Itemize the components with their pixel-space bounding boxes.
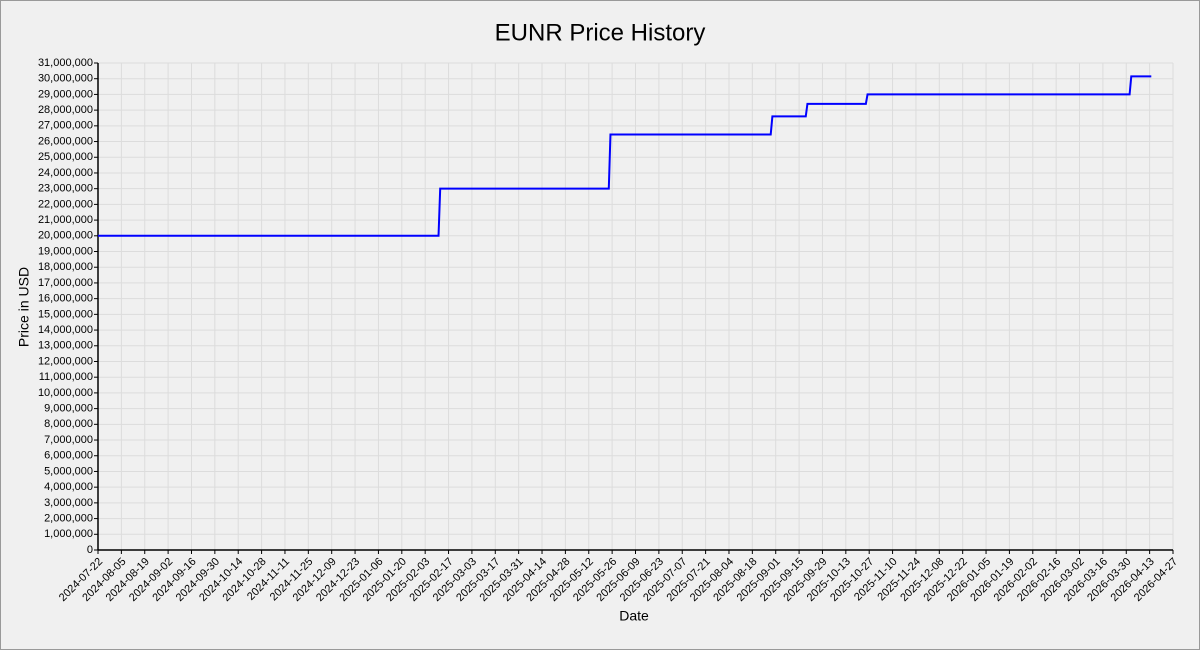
x-axis-label: Date (619, 608, 649, 624)
y-tick-label: 18,000,000 (38, 261, 93, 273)
y-tick-label: 0 (87, 544, 93, 556)
y-tick-label: 2,000,000 (44, 512, 93, 524)
y-tick-label: 4,000,000 (44, 481, 93, 493)
y-tick-label: 20,000,000 (38, 230, 93, 242)
y-tick-label: 22,000,000 (38, 198, 93, 210)
price-line (98, 75, 1152, 237)
y-tick-label: 31,000,000 (38, 57, 93, 69)
y-tick-label: 13,000,000 (38, 340, 93, 352)
chart-title: EUNR Price History (495, 19, 706, 46)
y-tick-label: 6,000,000 (44, 450, 93, 462)
y-tick-label: 1,000,000 (44, 528, 93, 540)
y-tick-label: 17,000,000 (38, 277, 93, 289)
y-tick-label: 21,000,000 (38, 214, 93, 226)
y-tick-label: 9,000,000 (44, 403, 93, 415)
y-tick-label: 14,000,000 (38, 324, 93, 336)
y-tick-label: 25,000,000 (38, 151, 93, 163)
y-tick-label: 27,000,000 (38, 120, 93, 132)
y-tick-label: 8,000,000 (44, 418, 93, 430)
y-tick-label: 15,000,000 (38, 308, 93, 320)
y-tick-label: 24,000,000 (38, 167, 93, 179)
y-tick-label: 7,000,000 (44, 434, 93, 446)
y-tick-label: 26,000,000 (38, 135, 93, 147)
y-tick-label: 28,000,000 (38, 104, 93, 116)
y-tick-label: 3,000,000 (44, 497, 93, 509)
y-tick-label: 12,000,000 (38, 355, 93, 367)
y-tick-label: 5,000,000 (44, 465, 93, 477)
y-tick-label: 16,000,000 (38, 293, 93, 305)
y-axis-label: Price in USD (16, 267, 32, 347)
y-tick-label: 11,000,000 (39, 371, 93, 383)
y-tick-label: 19,000,000 (38, 245, 93, 257)
y-tick-label: 10,000,000 (38, 387, 93, 399)
y-tick-label: 29,000,000 (38, 88, 93, 100)
y-tick-label: 23,000,000 (38, 183, 93, 195)
y-tick-label: 30,000,000 (38, 73, 93, 85)
